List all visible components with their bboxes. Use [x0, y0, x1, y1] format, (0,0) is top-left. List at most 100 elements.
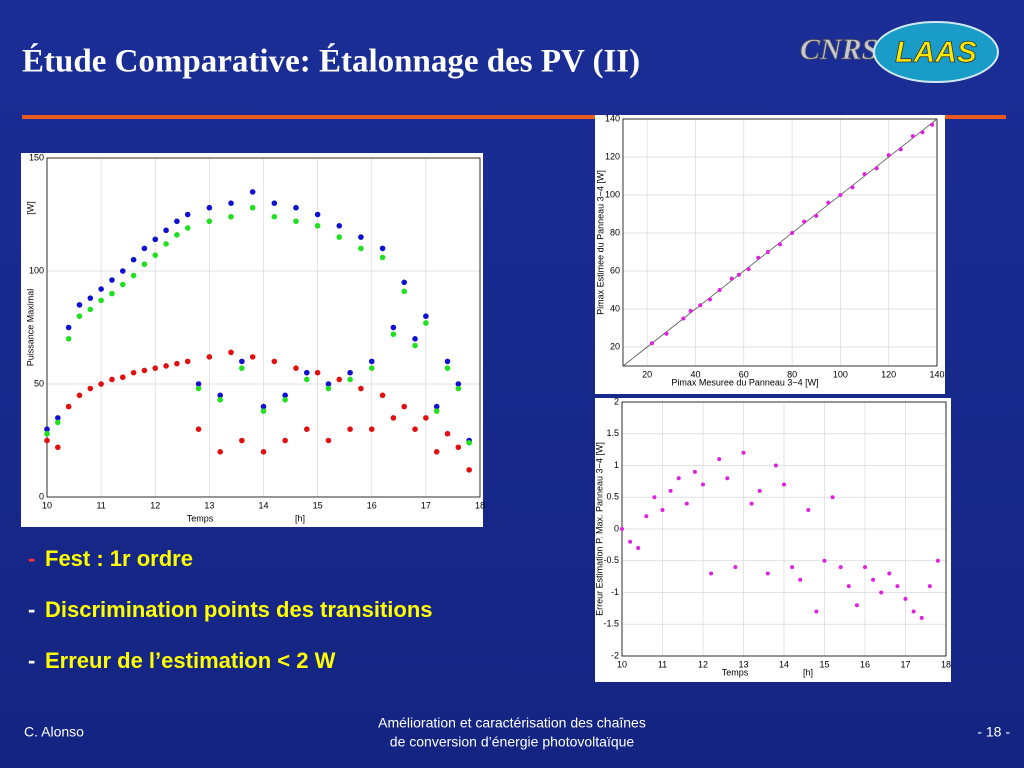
data-point [228, 200, 234, 206]
data-point [368, 358, 375, 365]
data-point [636, 546, 641, 551]
y-tick-label: 0.5 [606, 492, 619, 502]
data-point [325, 437, 332, 444]
data-point [217, 449, 223, 455]
data-point [814, 213, 819, 218]
logo-cnrs: CNRS [800, 33, 878, 66]
data-point [347, 369, 353, 376]
y-tick-label: 0 [614, 523, 619, 533]
data-point [664, 331, 669, 336]
logo-ellipse [873, 21, 999, 83]
x-tick-label: 100 [833, 369, 848, 379]
data-point [249, 354, 256, 360]
plot-frame [622, 118, 938, 367]
data-point [271, 358, 278, 365]
data-point [886, 153, 891, 158]
data-point [282, 397, 288, 403]
data-point [455, 385, 462, 392]
data-point [649, 341, 654, 346]
data-point [119, 281, 126, 288]
data-point [109, 376, 115, 383]
data-point [98, 381, 104, 387]
x-tick-label: 11 [96, 500, 105, 510]
data-point [152, 252, 159, 258]
data-point [174, 232, 180, 238]
y-tick-label: -1.5 [603, 619, 619, 629]
y-tick-label: 150 [29, 152, 44, 162]
data-point [163, 227, 169, 234]
data-point [141, 261, 148, 268]
data-point [668, 488, 673, 493]
data-point [293, 204, 299, 211]
x-axis-unit: [h] [803, 667, 813, 677]
data-point [628, 539, 633, 544]
data-point [681, 316, 686, 321]
data-point [65, 336, 72, 342]
data-point [119, 374, 126, 381]
data-point [778, 242, 782, 247]
data-point [184, 358, 191, 365]
data-point [282, 437, 288, 444]
bullet-text: Fest : 1r ordre [45, 546, 193, 571]
data-point [790, 231, 795, 235]
data-point [55, 444, 61, 451]
data-point [717, 288, 722, 292]
data-point [765, 250, 770, 254]
data-point [152, 236, 159, 243]
data-point [733, 565, 738, 570]
data-point [798, 577, 803, 582]
x-tick-label: 80 [787, 369, 797, 379]
chart: -2 -1.5 -1 -0.5 0 0.5 1 1.5 2 10 11 12 13 14 15 16 17 18 T… [594, 396, 951, 677]
data-point [76, 313, 83, 320]
data-point [423, 320, 429, 326]
x-tick-label: 13 [204, 500, 214, 510]
data-point [401, 288, 408, 295]
data-point [652, 495, 657, 500]
x-tick-label: 13 [738, 659, 748, 669]
x-axis-unit: [h] [295, 513, 305, 523]
data-point [910, 134, 915, 139]
data-point [379, 245, 386, 252]
plot-frame [46, 157, 481, 498]
chart: 0 50 100 150 10 11 12 13 14 15 16 17 18 Temps [h] Puiss… [25, 152, 485, 523]
data-point [249, 204, 256, 211]
data-point [98, 297, 104, 304]
data-point [871, 577, 876, 582]
x-tick-label: 16 [367, 500, 377, 510]
data-point [87, 295, 94, 301]
data-point [701, 482, 705, 487]
x-tick-label: 15 [313, 500, 323, 510]
slide-title: Étude Comparative: Étalonnage des PV (II… [22, 43, 640, 80]
data-point [195, 385, 202, 392]
data-point [746, 267, 751, 272]
data-point [838, 565, 843, 570]
data-point [206, 204, 213, 211]
data-point [826, 200, 831, 205]
bullet-marker: - [28, 546, 35, 571]
y-axis-label: Pimax Estimee du Panneau 3−4 [W] [595, 170, 605, 315]
data-point [304, 426, 310, 433]
y-axis-label: Erreur Estimation P. Max. Panneau 3−4 [W… [594, 442, 604, 616]
data-point [927, 584, 932, 589]
data-point [433, 449, 440, 455]
data-point [184, 211, 191, 218]
data-point [174, 360, 180, 367]
data-point [260, 449, 267, 455]
y-tick-label: 60 [610, 265, 620, 275]
data-point [314, 223, 321, 229]
data-point [814, 609, 819, 614]
data-point [903, 596, 908, 601]
data-point [314, 211, 321, 218]
data-point [444, 358, 451, 365]
data-point [919, 615, 924, 620]
data-point [466, 467, 472, 473]
data-point [863, 565, 867, 570]
x-axis-label: Pimax Mesuree du Panneau 3−4 [W] [671, 377, 818, 387]
data-point [379, 392, 386, 399]
logo-laas: LAAS [895, 36, 977, 69]
data-point [347, 376, 353, 383]
title-rule [22, 115, 1006, 119]
bullet-marker: - [28, 597, 35, 622]
data-point [802, 219, 807, 224]
